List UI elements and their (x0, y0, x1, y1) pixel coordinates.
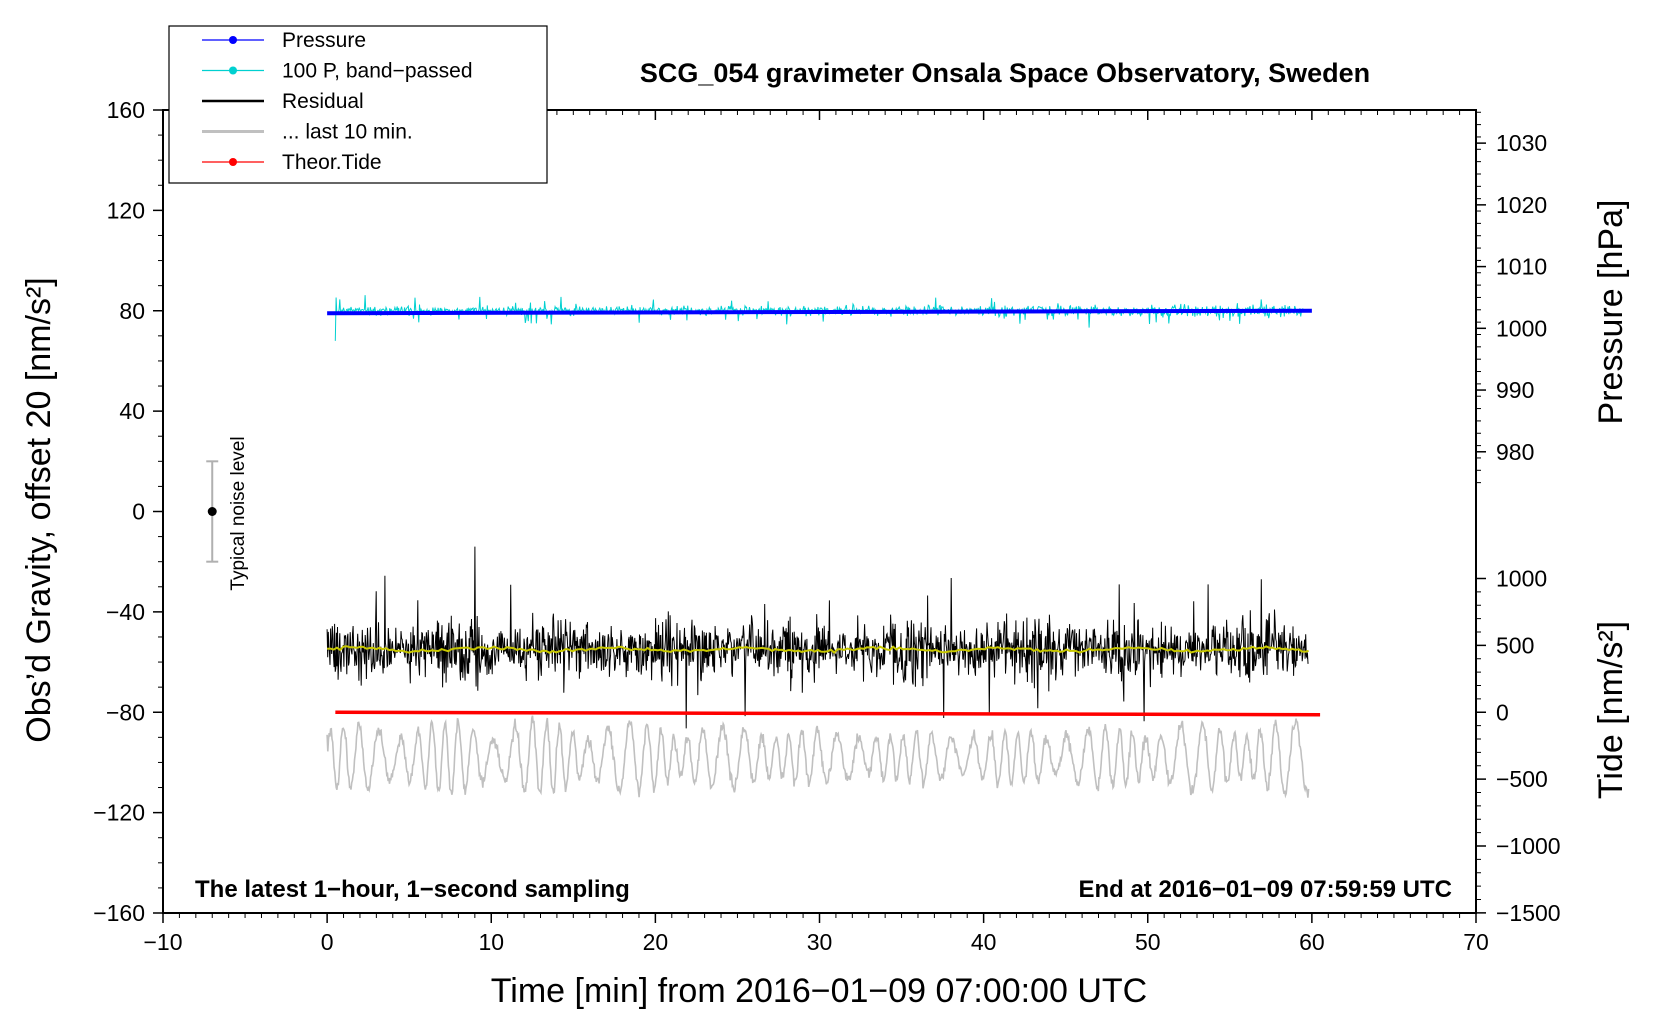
legend-label: Pressure (282, 29, 366, 52)
pressure-tick-label: 1030 (1496, 130, 1547, 156)
x-tick-label: 40 (971, 929, 997, 955)
series-last-10-min (326, 715, 1310, 799)
tide-axis-ticks: 1000 500 0 −500 −1000 −1500 (1476, 566, 1561, 926)
legend: Pressure 100 P, band−passed Residual ... la… (168, 25, 548, 184)
legend-label: Theor.Tide (282, 151, 382, 174)
noise-level-indicator: Typical noise level (206, 436, 249, 591)
legend-label: 100 P, band−passed (282, 60, 473, 83)
y-tick-label: −40 (106, 599, 145, 625)
x-tick-label: 0 (321, 929, 334, 955)
pressure-tick-label: 1020 (1496, 192, 1547, 218)
legend-box (168, 25, 548, 184)
series-pressure (327, 308, 1312, 316)
tide-tick-label: −1500 (1496, 900, 1561, 926)
tide-tick-label: 0 (1496, 699, 1509, 725)
data-series (326, 295, 1321, 799)
annotation-end-time: End at 2016−01−09 07:59:59 UTC (1078, 876, 1452, 903)
x-tick-label: 70 (1463, 929, 1489, 955)
noise-center-dot (207, 507, 217, 516)
series-smoothed-residual (327, 645, 1309, 654)
pressure-tick-label: 1010 (1496, 254, 1547, 280)
y-tick-label: 80 (119, 298, 145, 324)
y-tick-label: −160 (93, 900, 145, 926)
x-tick-label: 20 (643, 929, 669, 955)
x-tick-label: 10 (478, 929, 504, 955)
y-tick-label: 0 (132, 499, 145, 525)
x-tick-label: −10 (143, 929, 182, 955)
y-tick-label: 160 (107, 97, 145, 123)
noise-level-label: Typical noise level (228, 436, 249, 590)
legend-marker (229, 36, 237, 44)
legend-label: ... last 10 min. (282, 121, 413, 144)
pressure-tick-label: 1000 (1496, 315, 1547, 341)
y-tick-label: −80 (106, 699, 145, 725)
pressure-axis-title: Pressure [hPa] (1592, 200, 1630, 425)
y-tick-label: 40 (119, 398, 145, 424)
legend-marker (229, 158, 237, 166)
y-tick-label: 120 (107, 197, 145, 223)
x-axis-title: Time [min] from 2016−01−09 07:00:00 UTC (491, 972, 1147, 1010)
series-residual (326, 546, 1309, 729)
annotation-sampling: The latest 1−hour, 1−second sampling (195, 876, 630, 903)
series-theor-tide (335, 710, 1321, 717)
x-tick-label: 30 (807, 929, 833, 955)
y-axis-left-title: Obs’d Gravity, offset 20 [nm/s²] (20, 277, 58, 742)
y-axis-left-ticks: 160 120 80 40 0 −40 −80 −120 −160 (93, 97, 163, 926)
pressure-tick-label: 980 (1496, 439, 1534, 465)
tide-tick-label: 1000 (1496, 566, 1547, 592)
tide-axis-title: Tide [nm/s²] (1592, 621, 1630, 799)
tide-tick-label: 500 (1496, 632, 1534, 658)
chart-title: SCG_054 gravimeter Onsala Space Observat… (640, 58, 1370, 88)
tide-tick-label: −1000 (1496, 833, 1561, 859)
legend-marker (229, 66, 237, 75)
tide-tick-label: −500 (1496, 766, 1548, 792)
x-axis-ticks: −10 0 10 20 30 40 50 60 70 (143, 110, 1489, 955)
pressure-tick-label: 990 (1496, 377, 1534, 403)
series-pressure-bandpassed (334, 295, 1305, 341)
y-tick-label: −120 (93, 800, 145, 826)
plot-frame (162, 109, 1477, 914)
pressure-axis-ticks: 1030 1020 1010 1000 990 980 (1476, 111, 1547, 484)
x-tick-label: 50 (1135, 929, 1161, 955)
x-tick-label: 60 (1299, 929, 1325, 955)
legend-label: Residual (282, 90, 364, 113)
